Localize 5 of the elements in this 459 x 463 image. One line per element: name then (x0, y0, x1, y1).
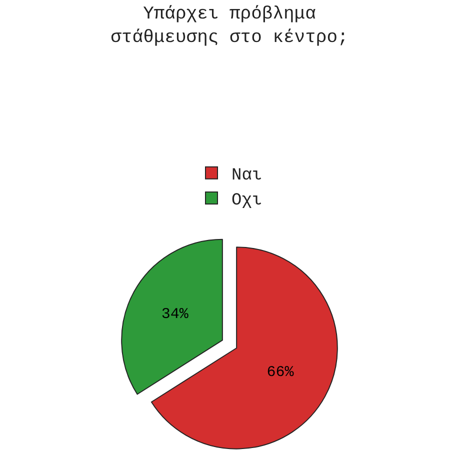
chart-title: Υπάρχει πρόβλημα στάθμευσης στο κέντρο; (110, 4, 348, 48)
data-label: 34% (161, 306, 190, 323)
data-label: 66% (266, 364, 295, 381)
legend-label: Οχι (232, 192, 262, 211)
legend-label: Ναι (232, 166, 262, 186)
